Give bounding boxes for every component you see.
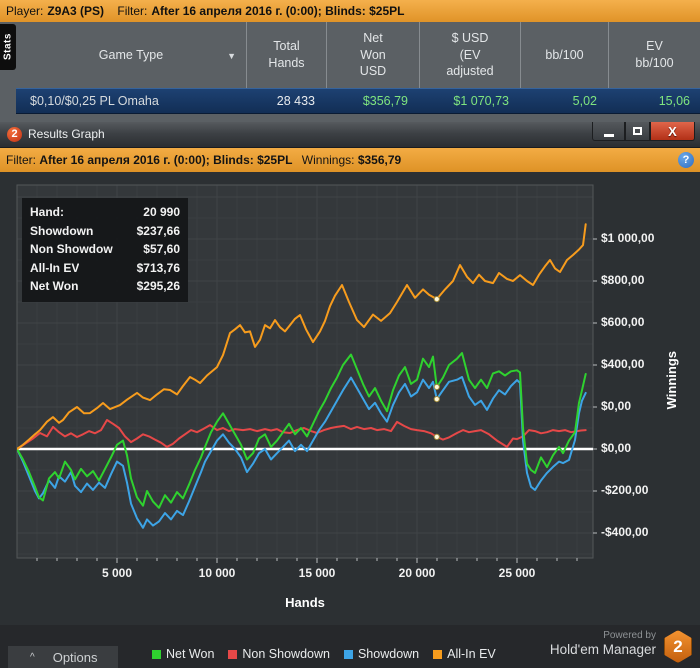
tooltip-row: Net Won $295,26 <box>30 279 180 293</box>
column-header-total-hands[interactable]: Total Hands <box>247 22 327 88</box>
brand-text: Hold'em Manager <box>549 642 656 657</box>
column-header-game-type[interactable]: Game Type ▼ <box>16 22 247 88</box>
powered-by-text: Powered by <box>603 630 656 641</box>
window-title: Results Graph <box>28 127 105 141</box>
hover-tooltip: Hand: 20 990 Showdown $237,66 Non Showdow $… <box>22 198 188 302</box>
y-tick-label: $800,00 <box>601 273 645 287</box>
graph-filter-label: Filter: <box>6 153 36 167</box>
chevron-up-icon: ^ <box>30 651 35 663</box>
y-axis-title: Winnings <box>664 351 679 410</box>
legend-item[interactable]: Non Showdown <box>228 647 330 661</box>
graph-filter-bar: Filter: After 16 апреля 2016 г. (0:00); … <box>0 148 700 172</box>
filter-value: After 16 апреля 2016 г. (0:00); Blinds: … <box>151 4 405 18</box>
cell-net-won: $356,79 <box>362 94 408 108</box>
legend-swatch-icon <box>228 649 238 659</box>
tooltip-row: Hand: 20 990 <box>30 205 180 219</box>
player-label: Player: <box>6 4 44 18</box>
minimize-button[interactable] <box>592 122 625 141</box>
help-button[interactable]: ? <box>678 152 694 168</box>
minimize-icon <box>603 133 614 137</box>
legend-item[interactable]: Showdown <box>343 647 420 661</box>
options-button[interactable]: ^ Options <box>8 646 118 668</box>
tooltip-row: Showdown $237,66 <box>30 223 180 238</box>
x-tick-label: 10 000 <box>198 566 236 580</box>
legend-label: All-In EV <box>447 647 496 661</box>
window-titlebar[interactable]: 2 Results Graph X <box>0 122 700 148</box>
cell-game-type: $0,10/$0,25 PL Omaha <box>30 94 159 108</box>
cell-total-hands: 28 433 <box>276 94 315 108</box>
close-button[interactable]: X <box>650 122 695 141</box>
column-header-bb100[interactable]: bb/100 <box>521 22 609 88</box>
hover-marker-non_showdown <box>433 433 440 441</box>
hover-marker-allin_ev <box>433 296 440 303</box>
results-graph-panel: $1 000,00 $800,00 $600,00 $400,00 $0,00 $0,00… <box>0 172 700 625</box>
legend-label: Showdown <box>357 647 420 661</box>
cell-ev-bb100: 15,06 <box>658 94 690 108</box>
legend-item[interactable]: All-In EV <box>433 647 496 661</box>
column-header-ev-bb100[interactable]: EV bb/100 <box>635 39 674 70</box>
winnings-value: $356,79 <box>357 153 402 167</box>
legend-swatch-icon <box>343 649 353 659</box>
y-tick-label: $1 000,00 <box>601 231 655 245</box>
y-tick-label: $0,00 <box>601 441 632 455</box>
legend-label: Net Won <box>166 647 215 661</box>
column-header-net-won-usd[interactable]: Net Won USD <box>327 22 420 88</box>
filter-label: Filter: <box>117 4 148 18</box>
legend-swatch-icon <box>152 649 161 659</box>
tooltip-row: Non Showdow $57,60 <box>30 242 180 256</box>
y-tick-label: -$200,00 <box>601 483 649 497</box>
maximize-button[interactable] <box>625 122 650 141</box>
x-tick-label: 25 000 <box>498 566 536 580</box>
hover-marker-showdown <box>433 395 440 403</box>
tooltip-row: All-In EV $713,76 <box>30 260 180 275</box>
table-header-row: Game Type ▼ Total Hands Net Won USD $ US… <box>16 22 700 88</box>
y-tick-label: $600,00 <box>601 315 645 329</box>
powered-by-block: Powered by Hold'em Manager <box>550 629 656 658</box>
hover-marker-net_won <box>433 383 440 391</box>
x-tick-label: 15 000 <box>298 566 336 580</box>
y-tick-label: $0,00 <box>601 399 632 413</box>
x-tick-label: 5 000 <box>101 566 133 580</box>
x-tick-label: 20 000 <box>398 566 436 580</box>
close-icon: X <box>668 123 677 139</box>
legend-item[interactable]: Net Won <box>152 647 214 661</box>
player-value: Z9A3 (PS) <box>47 4 105 18</box>
legend-swatch-icon <box>433 649 443 659</box>
hm2-logo-icon: 2 <box>7 127 22 142</box>
series-line-net_won <box>17 352 587 509</box>
y-tick-label: $400,00 <box>601 357 645 371</box>
column-header-usd-ev-adjusted[interactable]: $ USD (EV adjusted <box>420 22 521 88</box>
graph-filter-value: After 16 апреля 2016 г. (0:00); Blinds: … <box>39 153 293 167</box>
cell-usd-ev-adjusted: $1 070,73 <box>453 94 509 108</box>
stats-table: Stats Game Type ▼ Total Hands Net Won US… <box>0 22 700 122</box>
winnings-label: Winnings: <box>301 153 355 167</box>
cell-bb100: 5,02 <box>572 94 597 108</box>
table-row[interactable]: $0,10/$0,25 PL Omaha 28 433 $356,79 $1 0… <box>16 88 700 114</box>
legend-label: Non Showdown <box>242 647 330 661</box>
window-controls: X <box>592 122 695 141</box>
y-tick-label: -$400,00 <box>601 525 649 539</box>
chart-legend: Net Won Non Showdown Showdown All-In EV <box>152 647 496 661</box>
player-filter-bar: Player: Z9A3 (PS) Filter: After 16 апреля … <box>0 0 700 22</box>
chevron-down-icon[interactable]: ▼ <box>227 51 236 61</box>
x-axis-title: Hands <box>285 595 325 610</box>
bottom-bar: ^ Options Net Won Non Showdown Showdown All… <box>0 625 700 668</box>
hm2-badge-icon: 2 <box>664 630 692 663</box>
maximize-icon <box>633 127 642 135</box>
series-line-allin_ev <box>17 223 587 450</box>
series-line-showdown <box>17 376 587 529</box>
stats-tab[interactable]: Stats <box>0 24 16 70</box>
